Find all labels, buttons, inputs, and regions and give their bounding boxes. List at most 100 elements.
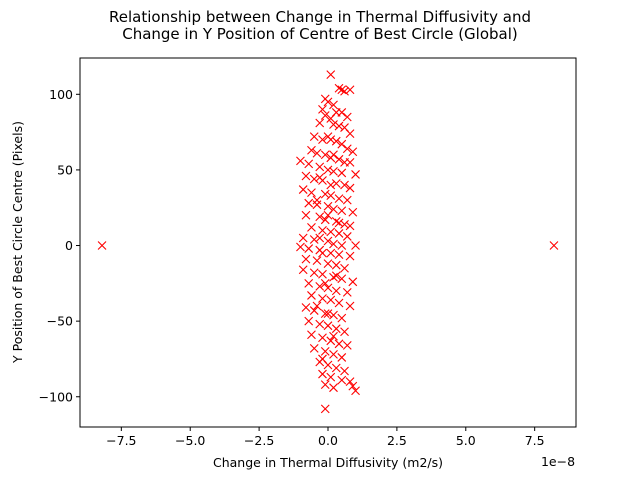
data-point <box>329 150 338 160</box>
x-tick-label: 5.0 <box>456 433 476 448</box>
data-point <box>320 215 330 225</box>
data-point <box>318 248 327 258</box>
data-point <box>337 168 347 178</box>
data-point <box>340 327 349 337</box>
x-tick-label: −7.5 <box>106 433 136 448</box>
data-point <box>342 112 352 122</box>
data-point <box>351 386 360 396</box>
data-point <box>329 331 338 341</box>
data-point <box>315 173 325 182</box>
y-tick-label: 0 <box>65 238 73 253</box>
data-point <box>304 159 314 169</box>
data-point <box>323 321 333 331</box>
data-point <box>334 250 344 259</box>
data-point <box>326 248 336 258</box>
data-point <box>337 139 347 149</box>
x-axis-label: Change in Thermal Diffusivity (m2/s) <box>213 455 443 470</box>
data-point <box>318 105 327 114</box>
data-point <box>351 241 360 250</box>
data-point <box>334 194 344 204</box>
data-point <box>320 309 330 318</box>
data-point <box>342 232 352 241</box>
y-tick-label: 50 <box>57 162 73 177</box>
data-point <box>307 222 316 232</box>
data-point <box>315 233 325 243</box>
data-point <box>318 369 327 379</box>
data-point <box>307 330 316 340</box>
data-point <box>345 221 355 231</box>
data-point <box>329 100 338 110</box>
data-point <box>315 319 325 329</box>
data-point <box>97 241 107 250</box>
data-point <box>307 188 316 197</box>
data-point <box>320 150 330 160</box>
x-tick-label: −5.0 <box>175 433 205 448</box>
data-point <box>334 339 344 349</box>
data-point <box>337 353 347 362</box>
data-point <box>301 254 311 264</box>
data-point <box>323 201 333 211</box>
data-point <box>298 185 308 194</box>
data-point <box>296 156 305 166</box>
data-point <box>318 333 327 343</box>
chart-title-line-1: Relationship between Change in Thermal D… <box>109 8 531 26</box>
data-point <box>323 283 333 293</box>
data-point <box>326 191 336 201</box>
data-point <box>315 281 325 291</box>
data-point <box>345 129 355 139</box>
data-points <box>97 70 559 414</box>
data-point <box>326 135 336 145</box>
data-point <box>323 97 333 107</box>
y-axis-label: Y Position of Best Circle Centre (Pixels… <box>10 121 25 364</box>
data-point <box>318 354 327 364</box>
data-point <box>309 306 319 315</box>
data-point <box>331 271 341 281</box>
data-point <box>348 207 358 217</box>
data-point <box>326 295 336 305</box>
data-point <box>326 336 336 346</box>
data-point <box>309 268 319 278</box>
data-point <box>323 210 333 220</box>
x-tick-label: 7.5 <box>525 433 545 448</box>
data-point <box>337 108 347 117</box>
data-point <box>323 165 333 175</box>
data-point <box>342 195 352 205</box>
data-point <box>331 363 341 373</box>
data-point <box>337 241 347 250</box>
data-point <box>320 278 330 288</box>
data-point <box>334 154 344 164</box>
data-point <box>342 288 352 297</box>
data-point <box>329 120 338 129</box>
data-point <box>337 313 347 323</box>
y-tick-label: −100 <box>39 389 73 404</box>
data-point <box>337 206 347 216</box>
data-point <box>309 174 319 184</box>
data-point <box>318 226 327 235</box>
data-point <box>334 121 344 131</box>
data-point <box>301 210 311 220</box>
data-point <box>304 244 314 253</box>
data-point <box>326 180 336 190</box>
data-point <box>337 375 347 385</box>
data-point <box>337 274 347 284</box>
data-point <box>315 212 325 222</box>
data-point <box>320 346 330 356</box>
data-point <box>340 366 349 376</box>
data-point <box>348 381 358 391</box>
data-point <box>323 309 333 318</box>
data-point <box>329 167 338 176</box>
data-point <box>340 219 349 229</box>
data-point <box>337 85 347 95</box>
data-point <box>312 301 322 311</box>
data-point <box>326 372 336 382</box>
data-point <box>304 198 314 208</box>
data-point <box>312 256 322 266</box>
x-axis-ticks: −7.5 −5.0 −2.5 0.0 2.5 5.0 7.5 <box>106 427 545 448</box>
y-tick-label: 100 <box>49 87 73 102</box>
data-point <box>320 189 330 199</box>
data-point <box>345 183 355 193</box>
data-point <box>331 179 341 188</box>
data-point <box>318 135 327 145</box>
data-point <box>304 316 314 326</box>
data-point <box>309 235 319 244</box>
